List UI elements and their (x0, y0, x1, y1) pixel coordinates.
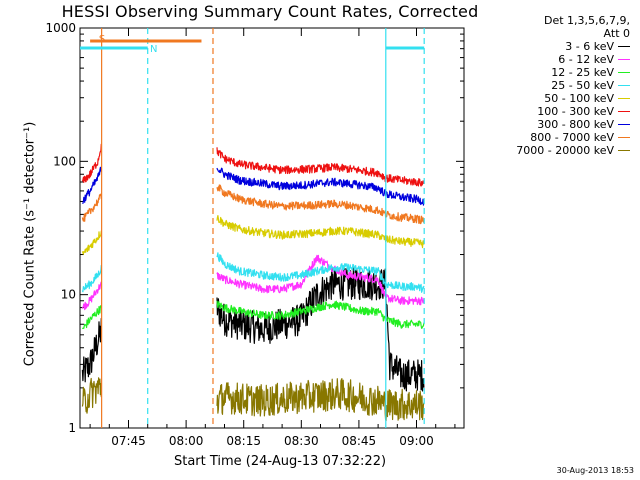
series-line-800-7000keV (81, 193, 102, 222)
legend-label: 6 - 12 keV (558, 53, 614, 66)
y-tick-label: 1000 (45, 21, 76, 35)
series-line-100-300keV (216, 147, 425, 187)
legend-entry: 800 - 7000 keV (478, 131, 636, 144)
plot-frame (79, 27, 465, 429)
series-line-25-50keV (216, 252, 425, 293)
series-line-25-50keV (81, 265, 102, 293)
series-line-12-25keV (216, 300, 425, 329)
generation-timestamp: 30-Aug-2013 18:53 (556, 466, 634, 475)
series-line-50-100keV (216, 215, 425, 249)
legend-swatch (618, 150, 630, 151)
y-tick-label: 10 (61, 288, 76, 302)
legend-swatch (618, 46, 630, 47)
legend-swatch (618, 124, 630, 125)
y-tick-label: 1 (68, 421, 76, 435)
legend-swatch (618, 72, 630, 73)
legend-entries: 3 - 6 keV 6 - 12 keV 12 - 25 keV 25 - 50 ke… (478, 40, 636, 157)
legend-label: 3 - 6 keV (565, 40, 614, 53)
chart-title: HESSI Observing Summary Count Rates, Cor… (61, 2, 479, 21)
legend-label: 25 - 50 keV (551, 79, 614, 92)
series-line-3-6keV (81, 318, 102, 383)
legend-entry: 100 - 300 keV (478, 105, 636, 118)
legend-entry: 7000 - 20000 keV (478, 144, 636, 157)
legend-header-attenuator: Att 0 (603, 27, 630, 40)
legend-header-detectors: Det 1,3,5,6,7,9, (543, 14, 630, 27)
legend-label: 50 - 100 keV (544, 92, 614, 105)
legend-label: 800 - 7000 keV (530, 131, 614, 144)
legend-swatch (618, 85, 630, 86)
legend-entry: 25 - 50 keV (478, 79, 636, 92)
legend-entry: 12 - 25 keV (478, 66, 636, 79)
x-tick-label: 08:00 (169, 434, 204, 448)
series-line-800-7000keV (216, 184, 425, 225)
legend-entry: 300 - 800 keV (478, 118, 636, 131)
series-line-7000-20000keV (81, 377, 102, 414)
x-tick-label: 09:00 (399, 434, 434, 448)
x-axis-label: Start Time (24-Aug-13 07:32:22) (173, 454, 387, 469)
legend-swatch (618, 137, 630, 138)
y-axis-label: Corrected Count Rate (s⁻¹ detector⁻¹) (22, 121, 38, 367)
series-line-6-12keV (81, 281, 102, 311)
series-line-50-100keV (81, 230, 102, 255)
x-tick-label: 08:15 (226, 434, 261, 448)
series-line-300-800keV (82, 166, 102, 204)
legend-label: 12 - 25 keV (551, 66, 614, 79)
flag-label: N (150, 44, 157, 55)
legend-label: 300 - 800 keV (537, 118, 614, 131)
series-line-12-25keV (81, 305, 102, 329)
y-tick-label: 100 (53, 154, 76, 168)
legend-label: 100 - 300 keV (537, 105, 614, 118)
x-tick-label: 07:45 (111, 434, 146, 448)
series-line-6-12keV (216, 254, 425, 306)
legend-swatch (618, 111, 630, 112)
legend-label: 7000 - 20000 keV (516, 144, 614, 157)
series-line-100-300keV (81, 143, 102, 183)
series-line-300-800keV (216, 167, 425, 206)
legend-swatch (618, 59, 630, 60)
x-tick-label: 08:45 (342, 434, 377, 448)
legend: Det 1,3,5,6,7,9, Att 0 3 - 6 keV 6 - 12 k… (478, 14, 636, 157)
series-line-7000-20000keV (216, 378, 425, 422)
legend-entry: 3 - 6 keV (478, 40, 636, 53)
flag-label: S (99, 34, 105, 45)
legend-entry: 50 - 100 keV (478, 92, 636, 105)
legend-swatch (618, 98, 630, 99)
legend-entry: 6 - 12 keV (478, 53, 636, 66)
x-tick-label: 08:30 (284, 434, 319, 448)
